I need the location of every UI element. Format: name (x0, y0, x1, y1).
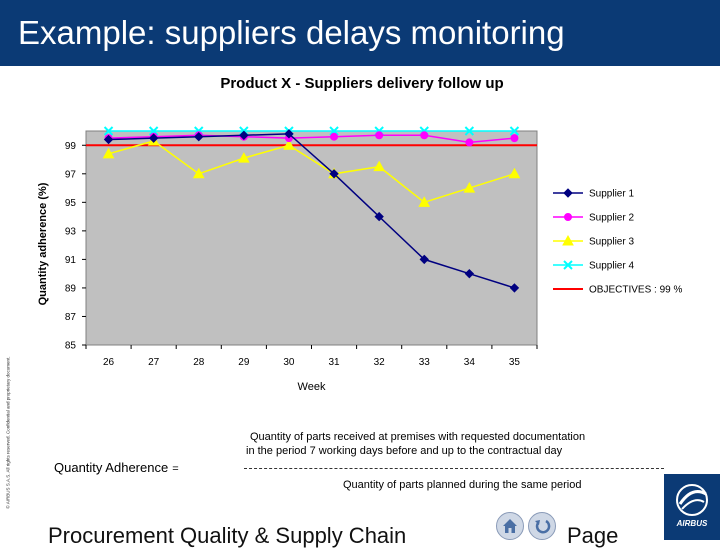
supplier-1-point (509, 283, 520, 293)
x-tick-label: 30 (283, 357, 295, 368)
slide-title: Example: suppliers delays monitoring (18, 14, 565, 51)
supplier-3-line (108, 140, 515, 204)
y-tick-label: 91 (65, 255, 77, 266)
supplier-1-point (103, 134, 114, 145)
legend-supplier-4-marker (563, 260, 573, 270)
chart: 85 87 89 91 93 95 97 99 26 27 28 29 30 31 32 33 34 35 Week… (37, 126, 682, 393)
supplier-2-point (330, 132, 339, 141)
supplier-3-point (238, 152, 250, 163)
home-icon (503, 519, 517, 533)
supplier-3-point (373, 160, 385, 172)
plot-area (85, 130, 538, 346)
legend-supplier-4-label: Supplier 4 (589, 261, 634, 272)
formula-numerator-line1: Quantity of parts received at premises w… (250, 431, 586, 443)
legend-supplier-1-marker (563, 188, 573, 198)
y-tick-label: 99 (65, 141, 77, 152)
supplier-1-point (329, 169, 339, 179)
supplier-2-point (420, 131, 429, 140)
formula-label: Quantity Adherence = (54, 460, 179, 475)
formula-numerator-line2: in the period 7 working days before and … (246, 445, 563, 457)
footer-page-label: Page (567, 523, 619, 548)
y-tick-label: 95 (65, 198, 77, 209)
y-axis-label: Quantity adherence (%) (37, 182, 49, 305)
chart-title: Product X - Suppliers delivery follow up (0, 75, 720, 92)
x-tick-label: 33 (419, 357, 431, 368)
supplier-1-point (148, 133, 159, 143)
supplier-2-point (510, 134, 519, 143)
chart-title-text: Product X - Suppliers delivery follow up (220, 75, 504, 92)
supplier-4-point (464, 126, 475, 136)
formula-equals: = (172, 463, 179, 475)
x-tick-label: 32 (374, 357, 386, 368)
formula-fraction-line (244, 468, 664, 469)
legend-supplier-3-marker (562, 234, 574, 246)
supplier-2-line (108, 134, 515, 144)
airbus-logo: AIRBUS (664, 474, 720, 540)
x-tick-label: 35 (509, 357, 521, 368)
y-tick-label: 85 (65, 341, 77, 352)
legend-supplier-3-label: Supplier 3 (589, 237, 634, 248)
supplier-4-point (509, 126, 520, 136)
supplier-3-point (508, 167, 521, 179)
supplier-1-point (419, 254, 429, 265)
supplier-1-point (239, 130, 249, 140)
supplier-1-point (194, 131, 204, 142)
supplier-4-point (329, 126, 339, 136)
copyright-note: © AIRBUS S.A.S. All rights reserved. Con… (5, 356, 11, 509)
title-bar: Example: suppliers delays monitoring (0, 0, 720, 66)
supplier-3-point (102, 147, 115, 159)
legend-objective-label: OBJECTIVES : 99 % (589, 285, 682, 296)
supplier-2-point (375, 131, 384, 140)
x-tick-label: 27 (148, 357, 160, 368)
x-tick-label: 29 (238, 357, 250, 368)
y-tick-label: 89 (65, 283, 77, 294)
formula-label-text: Quantity Adherence (54, 460, 169, 475)
supplier-1-point (374, 211, 384, 222)
back-button[interactable] (528, 512, 556, 540)
airbus-logo-icon (676, 484, 708, 516)
y-tick-label: 87 (65, 312, 77, 323)
y-tick-label: 93 (65, 226, 77, 237)
supplier-4-point (148, 126, 159, 136)
supplier-3-point (192, 167, 205, 179)
logo-text: AIRBUS (676, 519, 708, 528)
x-tick-label: 26 (103, 357, 115, 368)
home-button[interactable] (496, 512, 524, 540)
footer-title: Procurement Quality & Supply Chain (48, 523, 407, 548)
legend-supplier-2-label: Supplier 2 (589, 213, 634, 224)
x-tick-label: 34 (464, 357, 476, 368)
y-tick-label: 97 (65, 169, 77, 180)
supplier-1-line (108, 133, 515, 289)
formula-denominator: Quantity of parts planned during the sam… (343, 479, 582, 491)
x-tick-label: 31 (328, 357, 340, 368)
supplier-1-point (464, 268, 475, 279)
supplier-3-point (283, 139, 295, 150)
back-arrow-icon (535, 519, 551, 534)
legend-supplier-2-marker (564, 213, 572, 221)
supplier-4-point (103, 126, 114, 136)
supplier-3-point (418, 196, 431, 207)
x-axis-label: Week (298, 381, 326, 393)
x-tick-label: 28 (193, 357, 205, 368)
supplier-1-point (284, 129, 294, 139)
supplier-3-point (463, 182, 476, 193)
legend-supplier-1-label: Supplier 1 (589, 189, 634, 200)
supplier-2-point (465, 138, 474, 147)
